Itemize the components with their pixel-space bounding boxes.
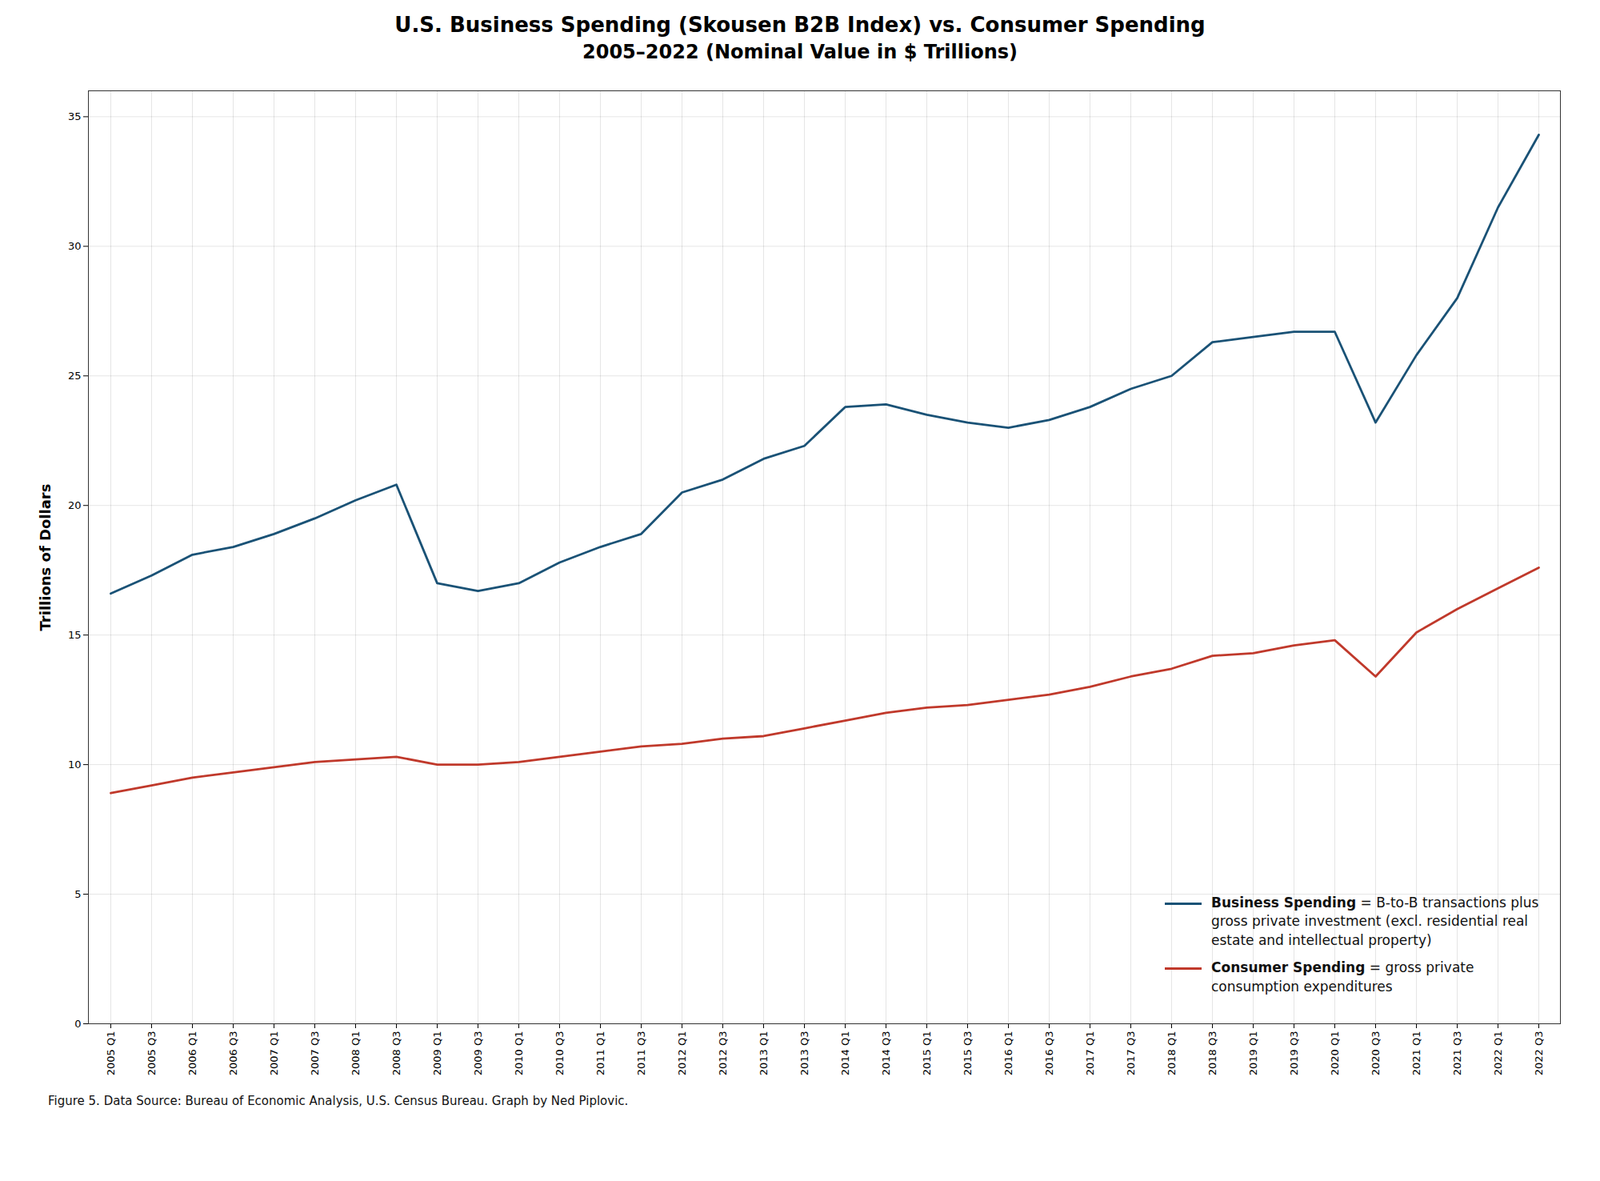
svg-text:2007 Q1: 2007 Q1 [268, 1031, 280, 1076]
svg-text:Trillions of Dollars: Trillions of Dollars [36, 484, 54, 632]
html-text:Business Spending = B-to-B tra: Business Spending = B-to-B transactions … [1211, 894, 1539, 949]
svg-text:2015 Q3: 2015 Q3 [961, 1031, 974, 1076]
svg-text:2009 Q3: 2009 Q3 [472, 1031, 484, 1076]
svg-text:2012 Q3: 2012 Q3 [716, 1031, 729, 1076]
svg-text:2019 Q3: 2019 Q3 [1288, 1031, 1300, 1076]
svg-text:5: 5 [74, 888, 81, 900]
svg-text:2022 Q3: 2022 Q3 [1532, 1031, 1545, 1076]
svg-text:2013 Q1: 2013 Q1 [757, 1031, 770, 1076]
svg-text:2017 Q1: 2017 Q1 [1084, 1031, 1096, 1076]
svg-text:2006 Q3: 2006 Q3 [227, 1031, 240, 1076]
svg-text:2014 Q3: 2014 Q3 [880, 1031, 892, 1076]
svg-text:10: 10 [68, 758, 82, 771]
svg-text:35: 35 [68, 111, 82, 124]
svg-text:2014 Q1: 2014 Q1 [839, 1031, 852, 1076]
svg-text:2013 Q3: 2013 Q3 [798, 1031, 811, 1076]
svg-text:2006 Q1: 2006 Q1 [186, 1031, 199, 1076]
svg-text:2010 Q1: 2010 Q1 [512, 1031, 525, 1076]
html-text:Consumer Spending = gross priv: Consumer Spending = gross private consum… [1211, 959, 1474, 995]
svg-text:2018 Q1: 2018 Q1 [1165, 1031, 1178, 1076]
html-text:Figure 5. Data Source: Bureau: Figure 5. Data Source: Bureau of Economi… [48, 1094, 629, 1109]
svg-text:2007 Q3: 2007 Q3 [308, 1031, 321, 1076]
html-text:U.S. Business Spending (Skouse: U.S. Business Spending (Skousen B2B Inde… [394, 12, 1206, 37]
svg-text:2016 Q3: 2016 Q3 [1043, 1031, 1056, 1076]
svg-text:2005 Q3: 2005 Q3 [145, 1031, 158, 1076]
svg-text:15: 15 [68, 628, 82, 641]
svg-text:2019 Q1: 2019 Q1 [1247, 1031, 1260, 1076]
svg-text:2016 Q1: 2016 Q1 [1002, 1031, 1015, 1076]
svg-text:20: 20 [68, 499, 82, 512]
svg-text:2017 Q3: 2017 Q3 [1124, 1031, 1137, 1076]
svg-text:2011 Q3: 2011 Q3 [635, 1031, 648, 1076]
svg-text:25: 25 [68, 369, 82, 382]
svg-text:2009 Q1: 2009 Q1 [431, 1031, 444, 1076]
svg-text:2022 Q1: 2022 Q1 [1492, 1031, 1504, 1076]
svg-text:2010 Q3: 2010 Q3 [553, 1031, 566, 1076]
svg-text:2008 Q1: 2008 Q1 [349, 1031, 362, 1076]
svg-text:30: 30 [68, 240, 82, 252]
svg-text:2021 Q3: 2021 Q3 [1451, 1031, 1464, 1076]
svg-text:2020 Q3: 2020 Q3 [1369, 1031, 1382, 1076]
svg-text:2008 Q3: 2008 Q3 [390, 1031, 403, 1076]
html-text:2005–2022 (Nominal Value in $: 2005–2022 (Nominal Value in $ Trillions) [582, 40, 1018, 64]
svg-text:2005 Q1: 2005 Q1 [104, 1031, 117, 1076]
svg-text:2015 Q1: 2015 Q1 [920, 1031, 933, 1076]
svg-text:2011 Q1: 2011 Q1 [594, 1031, 607, 1076]
svg-text:2012 Q1: 2012 Q1 [676, 1031, 688, 1076]
svg-text:2021 Q1: 2021 Q1 [1410, 1031, 1423, 1076]
svg-text:0: 0 [74, 1017, 81, 1030]
svg-text:2020 Q1: 2020 Q1 [1328, 1031, 1341, 1076]
svg-text:2018 Q3: 2018 Q3 [1206, 1031, 1219, 1076]
